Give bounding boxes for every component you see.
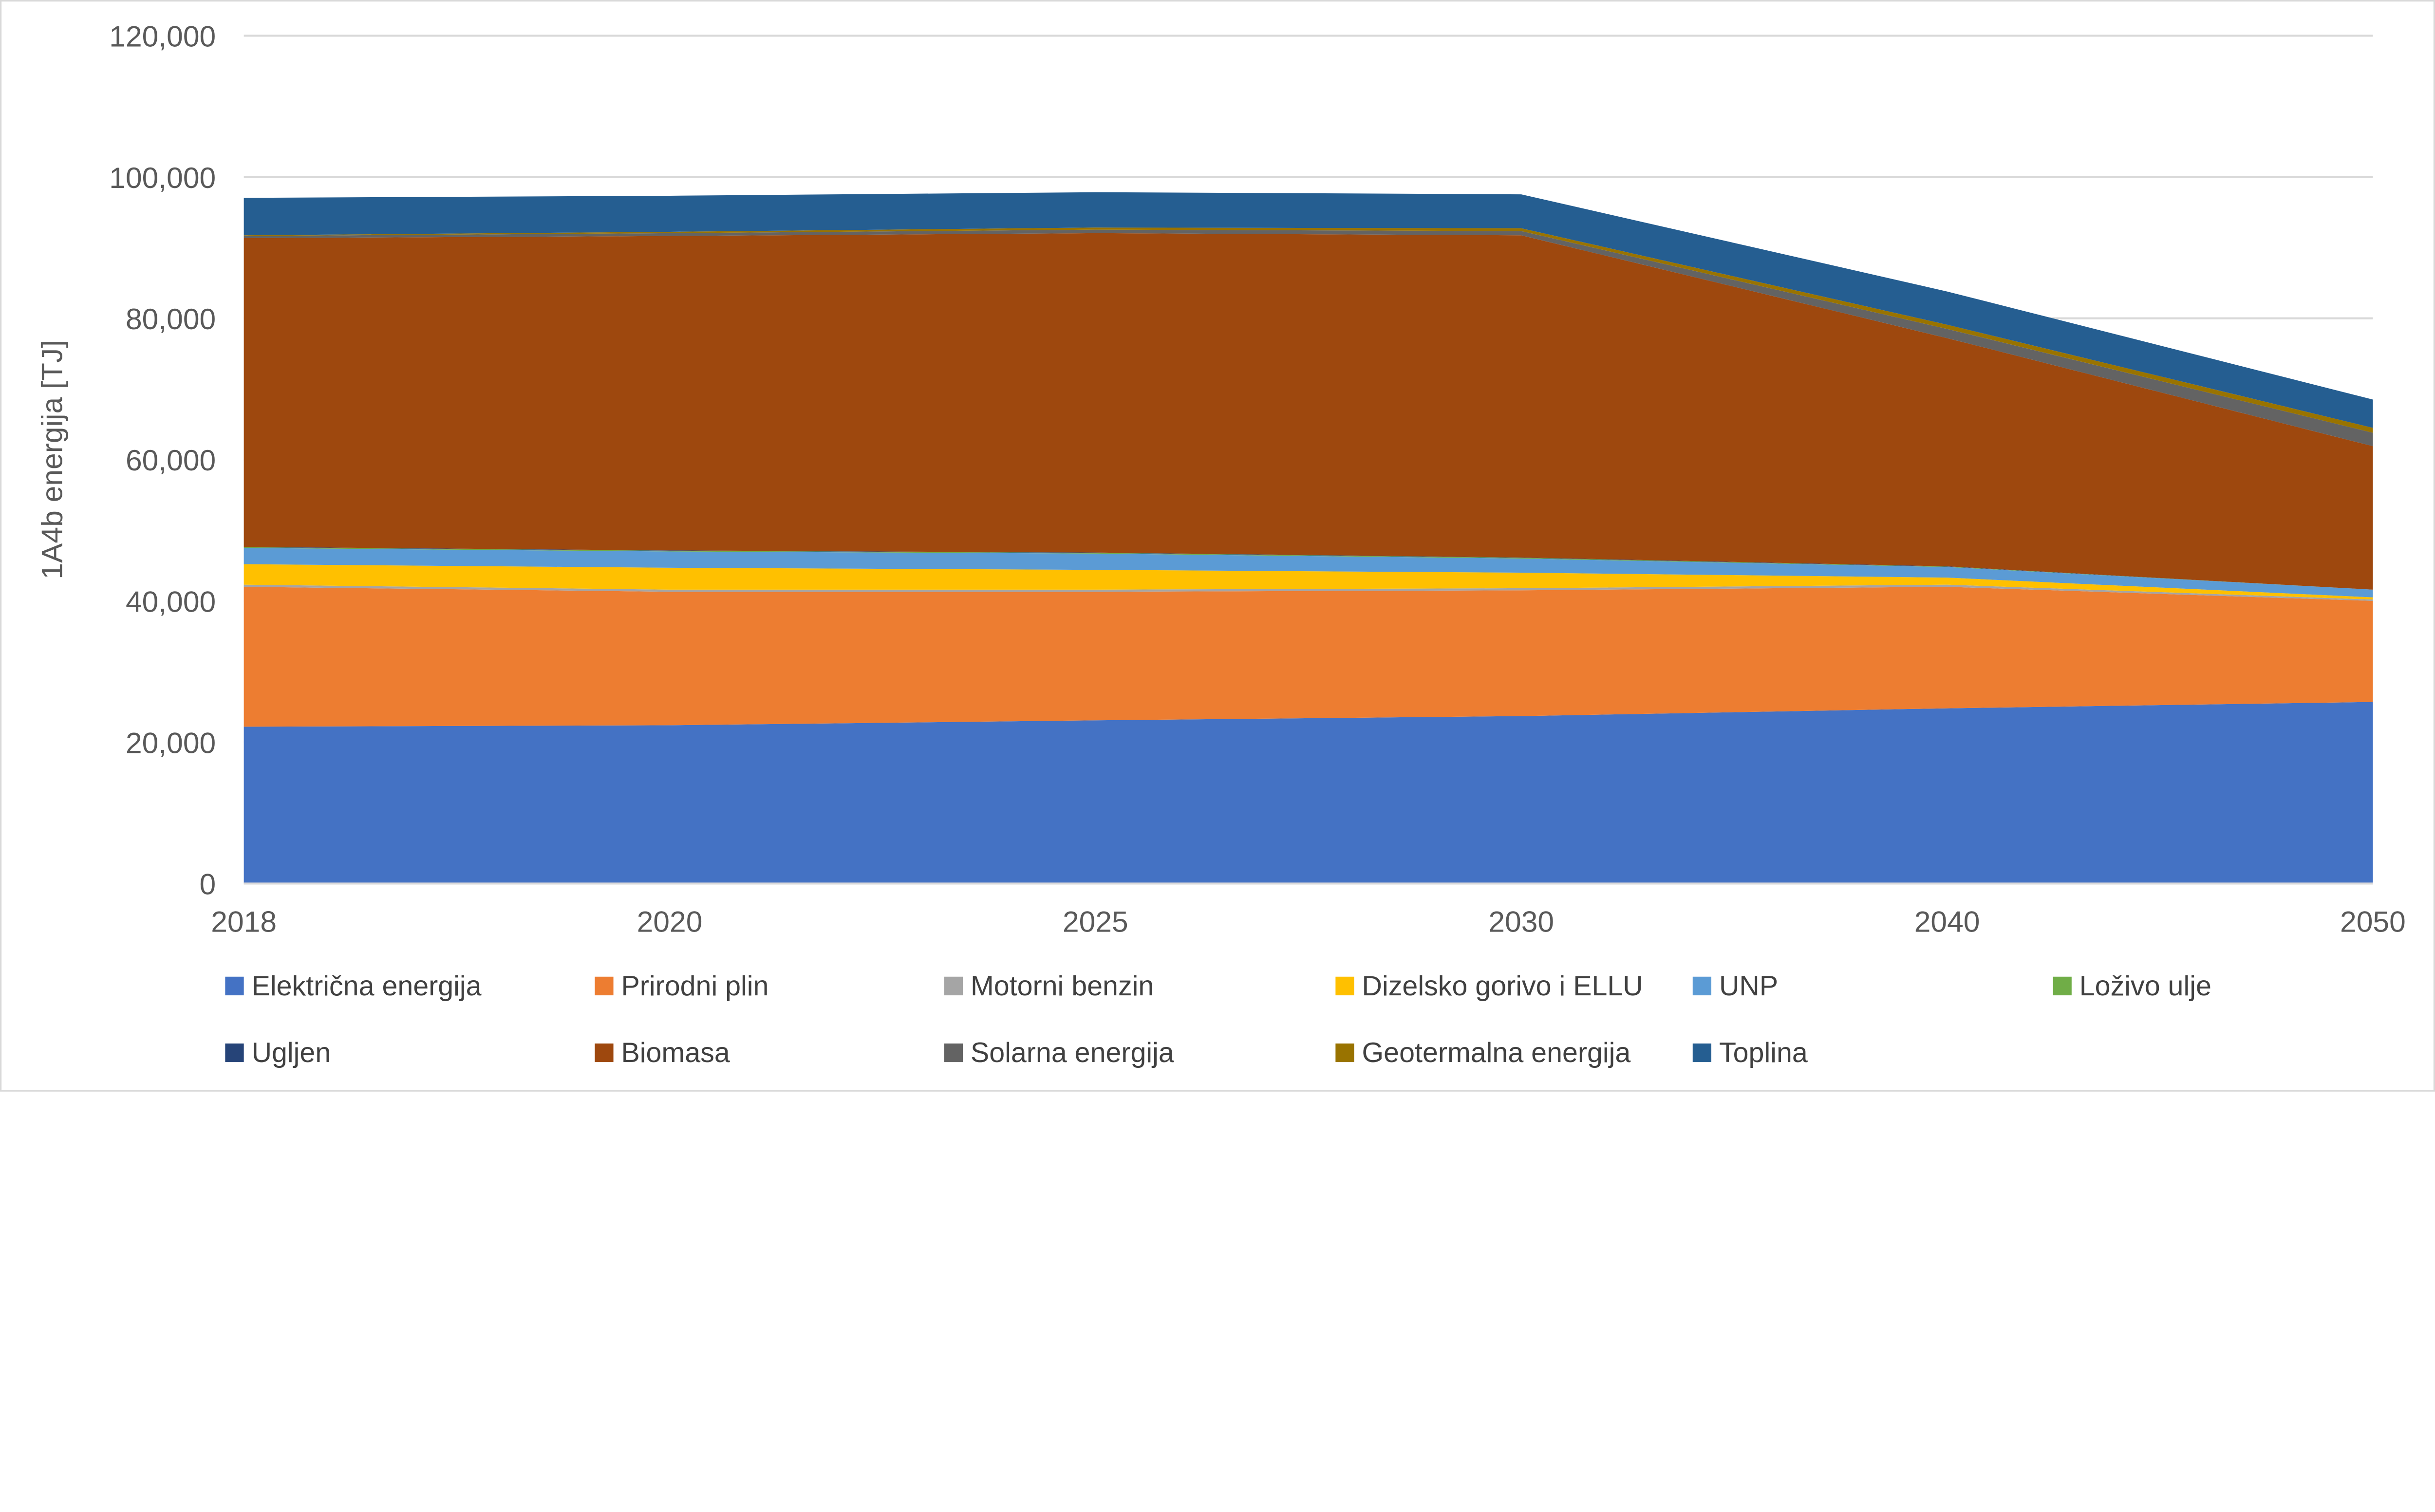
area-biomasa [244, 233, 2373, 590]
legend-swatch [1692, 976, 1712, 995]
area-dizelsko-gorivo-i-ellu [244, 564, 2373, 600]
y-tick-label: 20,000 [126, 727, 216, 760]
legend-item: UNP [1692, 971, 1778, 1002]
legend-swatch [1335, 976, 1354, 995]
legend-swatch [944, 976, 963, 995]
legend-label: Geotermalna energija [1362, 1037, 1631, 1068]
legend-item: Toplina [1692, 1037, 1808, 1068]
legend-swatch [595, 1043, 614, 1063]
x-tick-label: 2020 [637, 905, 703, 938]
area-lo-ivo-ulje [244, 547, 2373, 590]
legend: Električna energija Prirodni plin Motorni … [225, 971, 2211, 1068]
legend-label: Motorni benzin [971, 971, 1154, 1002]
legend-item: Biomasa [595, 1037, 730, 1068]
legend-label: Dizelsko gorivo i ELLU [1362, 971, 1643, 1002]
x-axis-ticks: 2018 2020 2025 2030 2040 2050 [211, 905, 2406, 938]
x-tick-label: 2040 [1914, 905, 1980, 938]
legend-swatch [944, 1043, 963, 1063]
legend-swatch [595, 976, 614, 995]
legend-label: Električna energija [252, 971, 482, 1002]
legend-label: Biomasa [621, 1037, 730, 1068]
areas [244, 192, 2373, 885]
legend-item: Električna energija [225, 971, 482, 1002]
stacked-area-chart: 2018 2020 2025 2030 2040 2050 0 20,000 40,000 60… [0, 0, 2435, 1092]
x-tick-label: 2030 [1488, 905, 1554, 938]
y-tick-label: 100,000 [109, 161, 216, 194]
legend-item: Loživo ulje [2053, 971, 2211, 1002]
legend-label: UNP [1719, 971, 1778, 1002]
legend-label: Ugljen [252, 1037, 331, 1068]
area-prirodni-plin [244, 587, 2373, 727]
legend-swatch [2053, 976, 2072, 995]
legend-item: Solarna energija [944, 1037, 1174, 1068]
y-tick-label: 120,000 [109, 20, 216, 53]
legend-item: Geotermalna energija [1335, 1037, 1630, 1068]
legend-label: Loživo ulje [2079, 971, 2211, 1002]
legend-swatch [225, 976, 244, 995]
legend-label: Toplina [1719, 1037, 1808, 1068]
x-tick-label: 2025 [1063, 905, 1128, 938]
y-axis-ticks: 0 20,000 40,000 60,000 80,000 100,000 120,000 [109, 20, 216, 901]
area-solarna-energija [244, 229, 2373, 447]
legend-swatch [1335, 1043, 1354, 1063]
legend-swatch [225, 1043, 244, 1063]
area-toplina [244, 192, 2373, 428]
y-tick-label: 80,000 [126, 302, 216, 336]
area-unp [244, 548, 2373, 597]
legend-item: Ugljen [225, 1037, 331, 1068]
x-tick-label: 2050 [2340, 905, 2406, 938]
y-tick-label: 60,000 [126, 444, 216, 477]
area-elektri-na-energija [244, 702, 2373, 884]
y-axis-label: 1A4b energija [TJ] [36, 340, 69, 579]
y-tick-label: 0 [200, 868, 216, 901]
legend-label: Prirodni plin [621, 971, 769, 1002]
legend-label: Solarna energija [971, 1037, 1174, 1068]
y-tick-label: 40,000 [126, 585, 216, 618]
legend-item: Dizelsko gorivo i ELLU [1335, 971, 1643, 1002]
legend-item: Prirodni plin [595, 971, 768, 1002]
legend-swatch [1692, 1043, 1712, 1063]
x-tick-label: 2018 [211, 905, 277, 938]
legend-item: Motorni benzin [944, 971, 1154, 1002]
